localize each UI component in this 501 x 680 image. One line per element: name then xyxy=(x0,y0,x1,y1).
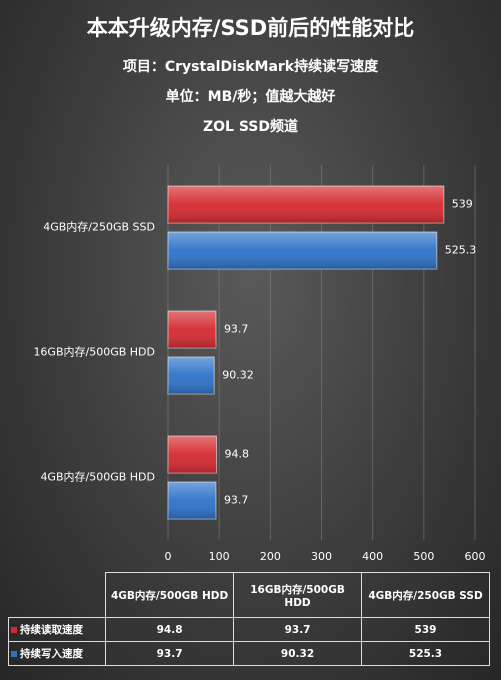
bar-shine xyxy=(168,357,215,394)
legend-cell: 持续读取速度 xyxy=(7,617,107,642)
x-tick-label: 300 xyxy=(311,550,332,563)
y-tick-label: 4GB内存/500GB HDD xyxy=(40,470,155,484)
x-tick-label: 200 xyxy=(260,550,281,563)
subtitle: 项目：CrystalDiskMark持续读写速度 xyxy=(122,59,379,75)
subtitle: 单位：MB/秒；值越大越好 xyxy=(165,89,336,105)
table-value: 93.7 xyxy=(105,641,235,666)
table-value: 525.3 xyxy=(361,641,490,666)
legend-cell: 持续写入速度 xyxy=(7,641,107,666)
data-table: 4GB内存/500GB HDD 16GB内存/500GB HDD 4GB内存/250… xyxy=(7,572,490,666)
x-tick-label: 100 xyxy=(209,550,230,563)
value-label: 93.7 xyxy=(224,494,249,507)
chart-title: 本本升级内存/SSD前后的性能对比 xyxy=(86,16,415,40)
x-tick-label: 600 xyxy=(465,550,486,563)
table-row: 持续写入速度 93.7 90.32 525.3 xyxy=(7,641,490,666)
x-tick-label: 400 xyxy=(362,550,383,563)
value-label: 90.32 xyxy=(222,369,254,382)
table-header: 4GB内存/250GB SSD xyxy=(361,572,490,618)
bar-shine xyxy=(168,186,444,223)
y-tick-label: 16GB内存/500GB HDD xyxy=(33,345,155,359)
bar-shine xyxy=(168,436,217,473)
table-value: 90.32 xyxy=(233,641,363,666)
legend-swatch xyxy=(11,651,17,657)
subtitle: ZOL SSD频道 xyxy=(202,119,298,135)
bar-shine xyxy=(168,232,437,269)
table-value: 94.8 xyxy=(105,617,235,642)
table-value: 93.7 xyxy=(233,617,363,642)
table-header-row: 4GB内存/500GB HDD 16GB内存/500GB HDD 4GB内存/250… xyxy=(9,572,490,618)
value-label: 94.8 xyxy=(225,448,250,461)
table-value: 539 xyxy=(361,617,490,642)
legend-swatch xyxy=(11,627,17,633)
table-header: 16GB内存/500GB HDD xyxy=(233,572,363,618)
bar-shine xyxy=(168,482,216,519)
legend-label: 持续读取速度 xyxy=(20,624,83,636)
table-row: 持续读取速度 94.8 93.7 539 xyxy=(7,617,490,642)
x-tick-label: 0 xyxy=(165,550,172,563)
y-tick-label: 4GB内存/250GB SSD xyxy=(43,220,155,234)
bar-shine xyxy=(168,311,216,348)
legend-label: 持续写入速度 xyxy=(20,648,83,660)
table-header: 4GB内存/500GB HDD xyxy=(105,572,235,618)
x-tick-label: 500 xyxy=(413,550,434,563)
value-label: 539 xyxy=(452,198,473,211)
value-label: 525.3 xyxy=(445,244,477,257)
table-corner xyxy=(9,573,106,618)
value-label: 93.7 xyxy=(224,323,249,336)
